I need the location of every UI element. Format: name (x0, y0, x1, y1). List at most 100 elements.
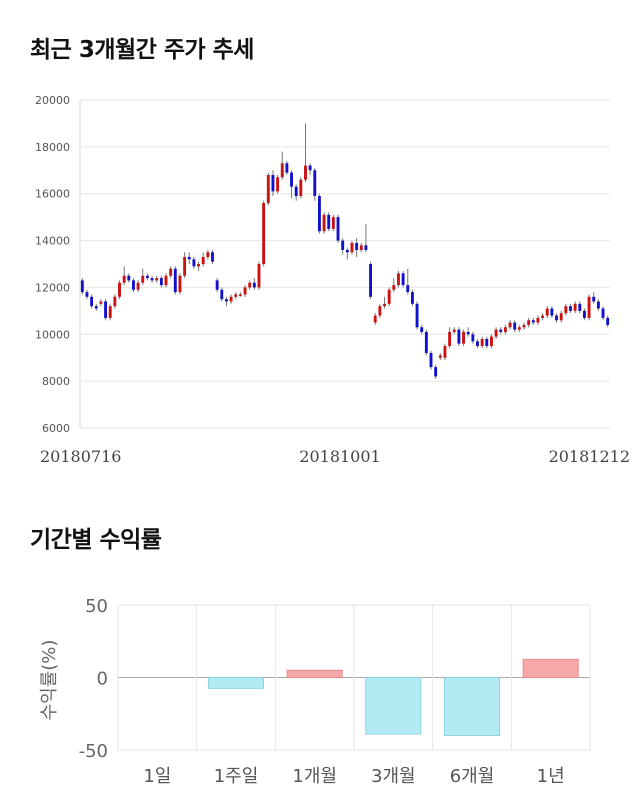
candle (443, 343, 447, 361)
candle (257, 261, 261, 290)
candle-body (122, 275, 126, 283)
candle-body (155, 278, 159, 281)
candle-body (471, 334, 475, 342)
candle-body (438, 355, 442, 358)
candle (369, 261, 373, 300)
candle (582, 308, 586, 321)
candle-body (313, 170, 317, 197)
candle (373, 313, 377, 325)
candle (517, 324, 521, 332)
y-tick-label: 16000 (35, 188, 70, 201)
candle-body (476, 341, 479, 346)
candle (606, 315, 610, 328)
candle (541, 313, 545, 321)
candle-body (592, 296, 596, 302)
candle (522, 322, 526, 330)
candle-body (150, 278, 154, 281)
y-tick-label: 18000 (35, 141, 70, 154)
candle-body (108, 306, 112, 318)
candle-body (494, 329, 498, 337)
y-tick-label: 14000 (35, 235, 70, 248)
candle-body (569, 306, 572, 311)
candle-body (169, 268, 173, 276)
candle-body (327, 214, 331, 229)
candle-body (206, 252, 210, 257)
candle (569, 303, 572, 314)
candle (150, 275, 154, 283)
candle-body (220, 289, 224, 300)
return-bar (286, 669, 343, 678)
candle-body (173, 268, 177, 293)
candle-body (424, 331, 428, 354)
candle (392, 278, 396, 293)
candle (313, 167, 317, 201)
candle-body (452, 329, 456, 332)
candle (238, 292, 242, 297)
candle-body (243, 287, 247, 295)
candle (104, 299, 108, 321)
candle (476, 338, 479, 349)
candle-body (266, 174, 270, 204)
return-bar (522, 658, 579, 678)
candle-body (527, 320, 531, 325)
candle (420, 324, 424, 335)
candle-body (280, 163, 284, 178)
candle-body (252, 282, 256, 288)
candle-body (145, 275, 149, 279)
x-tick-label: 20181212 (549, 447, 630, 466)
candle-body (164, 275, 168, 286)
candle-body (211, 252, 214, 262)
x-tick-label: 20181001 (299, 447, 380, 466)
candle-body (127, 275, 131, 281)
candle (90, 294, 94, 309)
candle-body (387, 289, 391, 304)
candle (215, 278, 219, 293)
candle-body (336, 217, 340, 241)
candle (192, 256, 196, 269)
candle-body (359, 245, 363, 250)
candle-body (401, 273, 405, 286)
candle (252, 278, 256, 290)
candle-body (457, 329, 461, 344)
candle-body (364, 245, 368, 250)
candle-body (350, 242, 354, 253)
candle (280, 151, 284, 180)
candle-body (94, 306, 98, 309)
candle (387, 287, 391, 307)
candle (118, 280, 121, 300)
candle (359, 242, 363, 253)
candle (127, 273, 131, 283)
candle-body (443, 346, 447, 358)
x-tick-label: 1개월 (292, 766, 337, 787)
candle-body (248, 282, 252, 288)
candle-body (113, 296, 117, 307)
candle (378, 303, 382, 318)
candle (531, 317, 535, 325)
candle-body (304, 165, 307, 180)
candle (471, 331, 475, 344)
candle-body (290, 172, 293, 187)
candle (536, 315, 540, 325)
candle-body (448, 331, 452, 346)
candle (327, 212, 331, 232)
candle-body (373, 315, 377, 323)
candle (108, 303, 112, 321)
candle (211, 249, 214, 264)
candle-body (559, 313, 563, 321)
candle (485, 336, 489, 349)
x-tick-label: 3개월 (371, 766, 416, 787)
candle (145, 273, 149, 281)
candle (243, 285, 247, 297)
candle (113, 294, 117, 309)
y-tick-label: 20000 (35, 94, 70, 107)
candle (578, 301, 582, 314)
price-candlestick-chart: 20000 18000 16000 14000 12000 10000 8000 6000 2… (35, 94, 630, 466)
candle-body (136, 282, 140, 290)
y-tick-label: 12000 (35, 281, 70, 294)
candle (345, 247, 349, 260)
candle-body (308, 165, 312, 171)
candle (508, 320, 512, 330)
candle-body (564, 306, 568, 314)
candle-body (201, 256, 205, 264)
candle (206, 249, 210, 260)
